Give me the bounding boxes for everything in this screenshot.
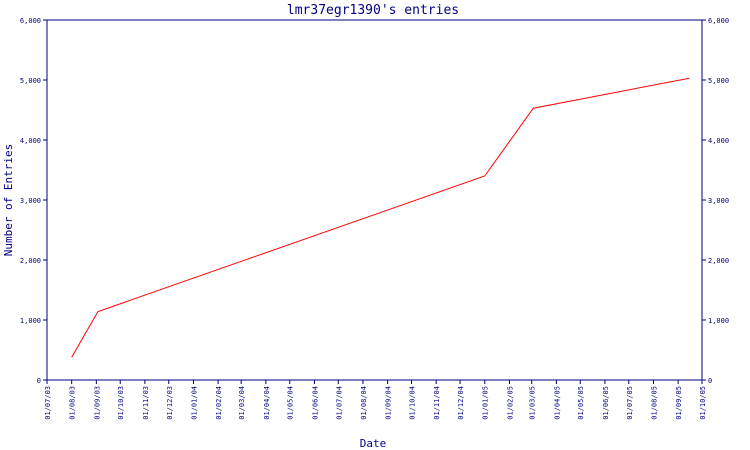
x-tick-label: 01/07/03 [44, 386, 52, 420]
y-axis-left: 0 1,000 2,000 3,000 4,000 5,000 6,000 [20, 17, 47, 385]
y-tick-label-right: 5,000 [708, 77, 729, 85]
plot-frame [46, 19, 703, 381]
x-tick-label: 01/03/04 [238, 386, 246, 420]
plot-border [46, 19, 703, 381]
x-tick-label: 01/04/04 [263, 386, 271, 420]
x-tick-label: 01/09/03 [93, 386, 101, 420]
x-tick-label: 01/12/03 [166, 386, 174, 420]
x-tick-label: 01/06/04 [311, 386, 319, 420]
y-tick-label-right: 6,000 [708, 17, 729, 25]
x-tick-label: 01/11/04 [433, 386, 441, 420]
x-tick-label: 01/07/04 [335, 386, 343, 420]
y-tick-label: 0 [37, 377, 41, 385]
y-tick-label-right: 0 [708, 377, 712, 385]
y-tick-label: 5,000 [20, 77, 41, 85]
x-tick-label: 01/08/05 [650, 386, 658, 420]
series-line [71, 77, 690, 358]
x-tick-label: 01/05/04 [287, 386, 295, 420]
y-axis-right: 0 1,000 2,000 3,000 4,000 5,000 6,000 [702, 17, 729, 385]
x-tick-label: 01/05/05 [577, 386, 585, 420]
y-tick-label-right: 4,000 [708, 137, 729, 145]
x-tick-label: 01/11/03 [142, 386, 150, 420]
x-axis: 01/07/03 01/08/03 01/09/03 01/10/03 01/11/03… [44, 380, 707, 420]
x-tick-label: 01/04/05 [553, 386, 561, 420]
x-tick-label: 01/06/05 [602, 386, 610, 420]
x-tick-label: 01/02/05 [506, 386, 514, 420]
y-tick-label: 1,000 [20, 317, 41, 325]
y-tick-label: 6,000 [20, 17, 41, 25]
y-tick-label-right: 1,000 [708, 317, 729, 325]
y-tick-label: 4,000 [20, 137, 41, 145]
x-tick-label: 01/01/04 [190, 386, 198, 420]
y-tick-label-right: 3,000 [708, 197, 729, 205]
x-tick-label: 01/10/04 [409, 386, 417, 420]
x-tick-label: 01/09/05 [675, 386, 683, 420]
x-tick-label: 01/10/03 [117, 386, 125, 420]
x-tick-label: 01/02/04 [215, 386, 223, 420]
y-tick-label: 3,000 [20, 197, 41, 205]
series-layer [71, 77, 690, 358]
y-tick-label: 2,000 [20, 257, 41, 265]
chart-title: lmr37egr1390's entries [287, 3, 459, 18]
x-tick-label: 01/08/04 [360, 386, 368, 420]
x-tick-label: 01/09/04 [385, 386, 393, 420]
x-axis-title: Date [360, 437, 387, 450]
x-tick-label: 01/10/05 [699, 386, 707, 420]
x-tick-label: 01/01/05 [482, 386, 490, 420]
y-axis-title: Number of Entries [2, 144, 15, 257]
x-tick-label: 01/08/03 [69, 386, 77, 420]
x-tick-label: 01/03/05 [529, 386, 537, 420]
x-tick-label: 01/12/04 [457, 386, 465, 420]
y-tick-label-right: 2,000 [708, 257, 729, 265]
x-tick-label: 01/07/05 [626, 386, 634, 420]
